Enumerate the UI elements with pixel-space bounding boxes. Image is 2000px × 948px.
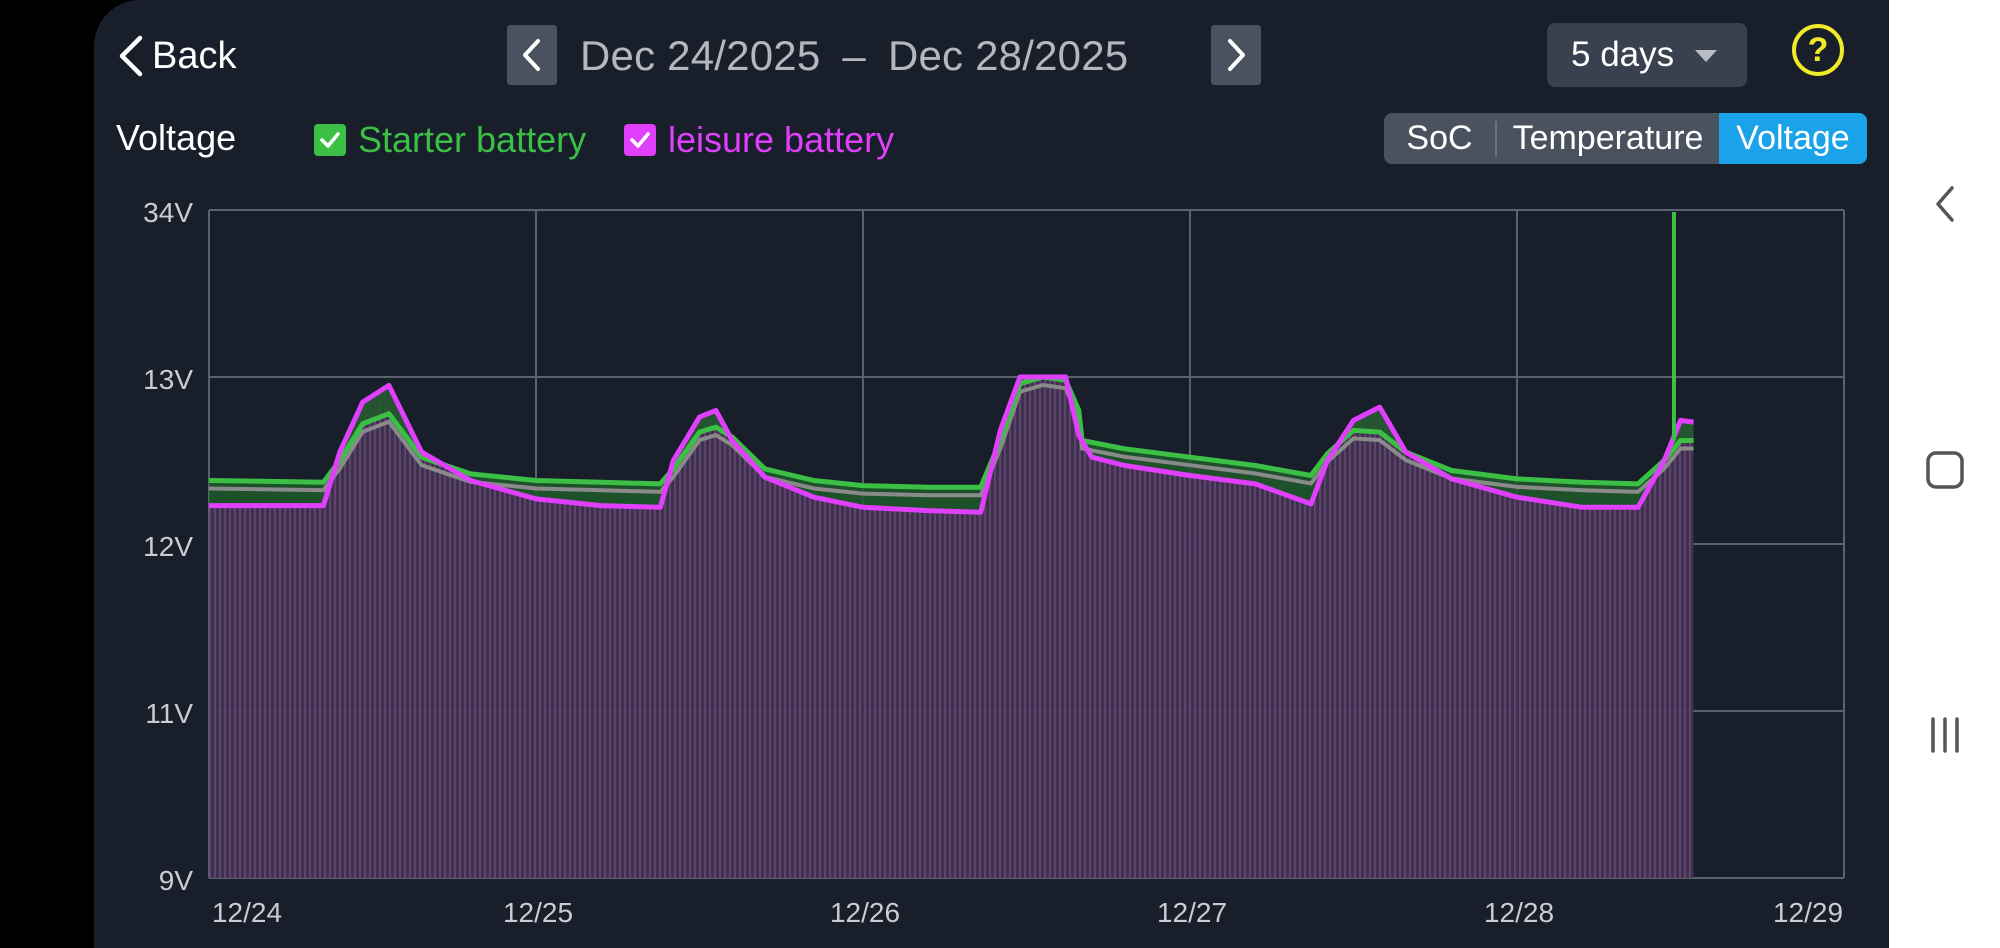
- system-navigation-bar: [1889, 0, 2000, 948]
- y-tick-label: 34V: [143, 197, 193, 228]
- x-tick-label: 12/29: [1773, 897, 1843, 928]
- nav-recents-icon[interactable]: [1889, 715, 2000, 755]
- legend-starter-battery[interactable]: Starter battery: [314, 117, 586, 163]
- legend-label: Starter battery: [358, 119, 587, 160]
- back-label: Back: [152, 34, 237, 77]
- back-button[interactable]: Back: [116, 28, 236, 84]
- leisure-battery-area: [209, 377, 1694, 878]
- chevron-left-icon: [119, 35, 143, 77]
- tab-soc[interactable]: SoC: [1406, 119, 1473, 157]
- segment-divider: [1495, 121, 1497, 156]
- x-tick-label: 12/26: [830, 897, 900, 928]
- range-start: Dec 24/2025: [580, 32, 821, 79]
- chevron-right-icon: [1228, 39, 1245, 71]
- nav-back-icon[interactable]: [1889, 182, 2000, 226]
- checkbox-checked-icon[interactable]: [314, 124, 346, 156]
- y-tick-label: 11V: [145, 698, 193, 729]
- help-icon[interactable]: ?: [1792, 24, 1844, 76]
- starter-battery-line: [208, 374, 1694, 490]
- tab-voltage[interactable]: Voltage: [1719, 113, 1867, 164]
- checkbox-checked-icon[interactable]: [624, 124, 656, 156]
- range-dash: –: [842, 32, 866, 79]
- app-screen: Back Dec 24/2025 – Dec 28/2025 5 days ? …: [94, 0, 1889, 948]
- caret-down-icon: [1695, 50, 1717, 62]
- overlap-line: [208, 382, 1694, 498]
- y-tick-label: 13V: [143, 364, 193, 395]
- legend-leisure-battery[interactable]: leisure battery: [624, 117, 894, 163]
- leisure-battery-line: [209, 374, 1694, 515]
- next-range-button[interactable]: [1211, 25, 1261, 85]
- voltage-chart: 34V 13V 12V 11V 9V 12/24 12/25 12/26 12/27 12/28 1…: [143, 197, 1845, 928]
- x-tick-label: 12/28: [1484, 897, 1554, 928]
- nav-home-icon[interactable]: [1889, 448, 2000, 492]
- tab-temperature[interactable]: Temperature: [1512, 119, 1704, 157]
- period-selected-label: 5 days: [1571, 35, 1675, 74]
- legend-label: leisure battery: [668, 119, 895, 160]
- x-tick-label: 12/27: [1157, 897, 1227, 928]
- chart-title: Voltage: [116, 117, 237, 158]
- chevron-left-icon: [523, 39, 540, 71]
- date-range: Dec 24/2025 – Dec 28/2025: [580, 28, 1128, 84]
- x-tick-label: 12/25: [503, 897, 573, 928]
- y-tick-label: 9V: [159, 865, 194, 896]
- x-tick-label: 12/24: [212, 897, 282, 928]
- period-dropdown[interactable]: 5 days: [1547, 23, 1747, 87]
- metric-segmented-control: SoC Temperature Voltage: [1384, 113, 1867, 164]
- range-end: Dec 28/2025: [887, 32, 1129, 79]
- y-tick-label: 12V: [143, 531, 193, 562]
- previous-range-button[interactable]: [507, 25, 557, 85]
